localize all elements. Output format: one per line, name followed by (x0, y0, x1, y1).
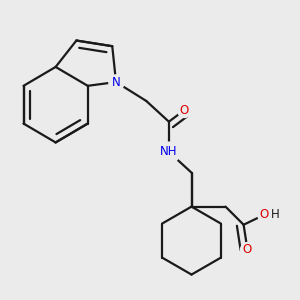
Text: N: N (112, 76, 120, 88)
Text: O: O (179, 104, 189, 117)
Text: H: H (271, 208, 279, 221)
Text: O: O (243, 243, 252, 256)
Text: O: O (259, 208, 268, 221)
Text: NH: NH (160, 146, 178, 158)
